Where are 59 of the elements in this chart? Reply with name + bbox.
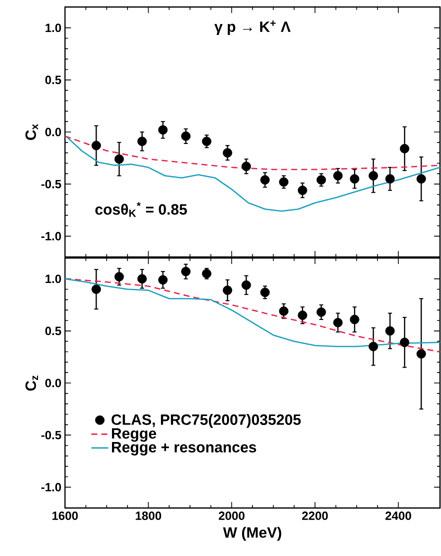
x-tick-label: 2200 bbox=[302, 512, 328, 520]
point bbox=[385, 174, 395, 184]
point bbox=[333, 318, 343, 328]
point bbox=[368, 342, 378, 352]
y-tick-label: -1.0 bbox=[41, 232, 61, 240]
point bbox=[298, 186, 308, 196]
point bbox=[279, 306, 288, 316]
y-axis-title: C$_{z}$ bbox=[25, 376, 38, 391]
point bbox=[279, 177, 288, 187]
point bbox=[416, 174, 426, 184]
point bbox=[260, 175, 270, 185]
point bbox=[92, 284, 101, 294]
y-axis-title: C$_{x}$ bbox=[25, 124, 38, 140]
y-tick-label: 0.0 bbox=[45, 128, 61, 136]
point bbox=[368, 171, 378, 180]
point bbox=[316, 307, 326, 317]
point bbox=[202, 268, 212, 278]
point bbox=[222, 286, 232, 295]
point bbox=[158, 125, 168, 135]
point bbox=[137, 136, 147, 146]
y-tick-label: -1.0 bbox=[41, 482, 61, 492]
point bbox=[181, 131, 191, 141]
point bbox=[242, 162, 251, 172]
y-tick-label: 1.0 bbox=[46, 274, 61, 284]
point bbox=[400, 338, 410, 348]
point bbox=[137, 274, 147, 284]
legend-label: CLAS, PRC75(2007)035205 bbox=[112, 414, 301, 428]
point bbox=[298, 310, 308, 320]
y-tick-label: 0.0 bbox=[45, 378, 61, 388]
point bbox=[114, 272, 124, 282]
point bbox=[400, 144, 410, 154]
point bbox=[202, 136, 212, 146]
point bbox=[114, 154, 124, 164]
point bbox=[158, 275, 168, 285]
point bbox=[260, 288, 270, 298]
text: γ p → K$^{+}$ Λ bbox=[214, 20, 291, 35]
y-tick-label: 0.5 bbox=[45, 326, 62, 336]
point bbox=[92, 140, 101, 150]
x-tick-label: 1600 bbox=[52, 512, 78, 520]
point bbox=[385, 326, 395, 336]
y-tick-label: -0.5 bbox=[41, 430, 62, 440]
point bbox=[242, 280, 251, 290]
point bbox=[181, 266, 191, 276]
point bbox=[222, 148, 232, 158]
y-tick-label: 0.5 bbox=[45, 76, 62, 84]
x-tick-label: 2400 bbox=[385, 512, 412, 520]
annotation: cosθ$_{K}$$^{*}$ = 0.85 bbox=[95, 202, 187, 217]
point bbox=[333, 171, 343, 180]
y-tick-label: 1.0 bbox=[46, 24, 61, 32]
x-tick-label: 1800 bbox=[136, 512, 162, 520]
point bbox=[350, 314, 360, 324]
legend-label: Regge + resonances bbox=[112, 442, 256, 456]
legend-label: Regge bbox=[112, 428, 156, 442]
point bbox=[350, 174, 360, 184]
point bbox=[416, 349, 426, 359]
x-tick-label: 2000 bbox=[218, 512, 244, 520]
point bbox=[316, 175, 326, 185]
y-tick-label: -0.5 bbox=[41, 180, 62, 188]
x-axis-title: W (MeV) bbox=[223, 526, 282, 541]
